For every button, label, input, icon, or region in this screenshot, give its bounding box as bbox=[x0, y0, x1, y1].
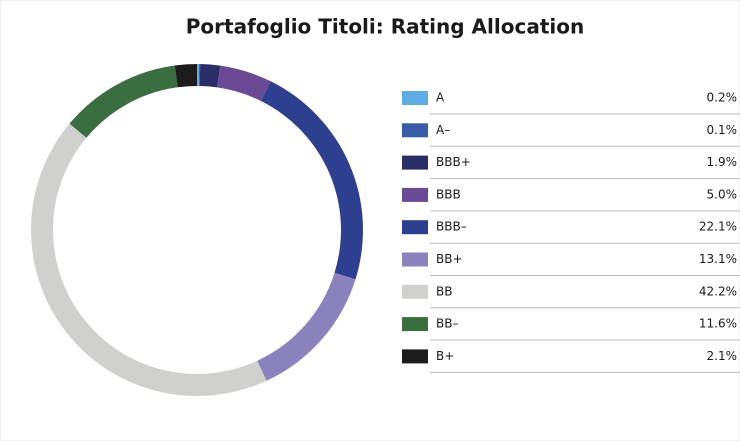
donut-segment bbox=[174, 64, 197, 88]
value-label: 11.6% bbox=[699, 317, 737, 331]
donut-segment bbox=[257, 272, 356, 381]
donut-segment bbox=[197, 64, 200, 87]
donut-segment bbox=[69, 65, 178, 138]
legend-swatch bbox=[402, 187, 428, 202]
legend-label: BB+ bbox=[436, 252, 463, 266]
legend-label: A bbox=[436, 91, 445, 105]
legend-label: BB bbox=[436, 284, 452, 298]
legend-label: A– bbox=[436, 123, 450, 137]
value-label: 42.2% bbox=[699, 284, 737, 298]
legend-swatch bbox=[402, 91, 428, 105]
value-label: 13.1% bbox=[699, 252, 737, 266]
value-label: 5.0% bbox=[707, 187, 738, 201]
value-label: 0.2% bbox=[707, 91, 738, 105]
legend-label: BB– bbox=[436, 317, 458, 331]
legend-label: BBB– bbox=[436, 220, 467, 234]
value-label: 1.9% bbox=[707, 155, 738, 169]
legend-swatch bbox=[402, 284, 428, 299]
legend-label: B+ bbox=[436, 349, 454, 363]
value-label: 2.1% bbox=[707, 349, 738, 363]
donut-segment bbox=[199, 64, 221, 88]
chart-title: Portafoglio Titoli: Rating Allocation bbox=[186, 15, 584, 39]
legend-swatch bbox=[402, 317, 428, 332]
legend-label: BBB+ bbox=[436, 155, 471, 169]
legend-swatch bbox=[402, 252, 428, 267]
donut-segment bbox=[217, 65, 271, 101]
donut-segment bbox=[260, 81, 363, 280]
legend-swatch bbox=[402, 220, 428, 235]
value-label: 0.1% bbox=[707, 123, 738, 137]
donut-segment bbox=[198, 64, 201, 87]
legend-swatch bbox=[402, 155, 428, 170]
legend-swatch bbox=[402, 123, 428, 138]
donut-segment bbox=[30, 123, 267, 396]
legend-label: BBB bbox=[436, 187, 461, 201]
value-label: 22.1% bbox=[699, 220, 737, 234]
legend-swatch bbox=[402, 349, 428, 364]
